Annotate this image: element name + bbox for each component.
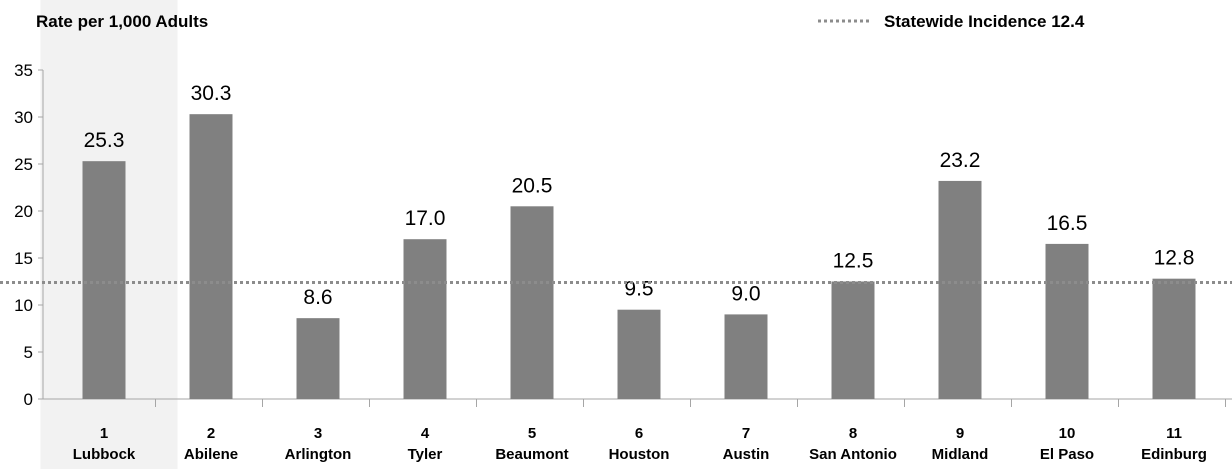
data-label: 20.5 <box>512 174 553 197</box>
x-tick-number: 2 <box>207 425 215 442</box>
x-tick-label: Abilene <box>184 446 238 463</box>
legend-reference-line-label: Statewide Incidence 12.4 <box>884 12 1085 31</box>
bar <box>938 180 982 399</box>
y-tick-label: 10 <box>14 296 33 315</box>
bar <box>1045 243 1089 399</box>
x-tick-number: 5 <box>528 425 536 442</box>
data-label: 23.2 <box>940 149 981 172</box>
x-tick-number: 1 <box>100 425 108 442</box>
x-tick-label: San Antonio <box>809 446 897 463</box>
x-tick-label: Edinburg <box>1141 446 1207 463</box>
bar <box>510 206 554 399</box>
x-tick-number: 8 <box>849 425 857 442</box>
bar <box>1152 278 1196 399</box>
y-tick-label: 15 <box>14 249 33 268</box>
x-tick-number: 10 <box>1059 425 1076 442</box>
data-label: 17.0 <box>405 207 446 230</box>
x-tick-number: 4 <box>421 425 430 442</box>
data-label: 25.3 <box>84 129 125 152</box>
x-tick-label: Tyler <box>408 446 443 463</box>
y-tick-label: 35 <box>14 61 33 80</box>
x-tick-number: 3 <box>314 425 322 442</box>
data-label: 9.0 <box>731 282 760 305</box>
x-tick-number: 7 <box>742 425 750 442</box>
data-label: 16.5 <box>1047 212 1088 235</box>
data-label: 12.8 <box>1154 247 1195 270</box>
data-label: 30.3 <box>191 82 232 105</box>
data-label: 12.5 <box>833 250 874 273</box>
x-tick-label: Lubbock <box>73 446 136 463</box>
bar <box>403 239 447 399</box>
bar <box>82 161 126 399</box>
x-tick-label: El Paso <box>1040 446 1094 463</box>
x-tick-label: Midland <box>932 446 989 463</box>
bar <box>617 309 661 399</box>
x-tick-label: Austin <box>723 446 770 463</box>
y-tick-label: 20 <box>14 202 33 221</box>
data-label: 8.6 <box>303 286 332 309</box>
bar <box>831 281 875 399</box>
y-tick-label: 30 <box>14 108 33 127</box>
x-tick-number: 9 <box>956 425 964 442</box>
y-tick-label: 25 <box>14 155 33 174</box>
x-tick-number: 11 <box>1166 425 1182 442</box>
y-tick-label: 0 <box>24 390 33 409</box>
x-tick-label: Beaumont <box>495 446 568 463</box>
x-tick-label: Arlington <box>285 446 352 463</box>
y-axis-label: Rate per 1,000 Adults <box>36 12 208 31</box>
y-tick-label: 5 <box>24 343 33 362</box>
bar <box>296 318 340 399</box>
x-tick-number: 6 <box>635 425 643 442</box>
bar <box>189 114 233 400</box>
x-tick-label: Houston <box>609 446 670 463</box>
bar <box>724 314 768 399</box>
